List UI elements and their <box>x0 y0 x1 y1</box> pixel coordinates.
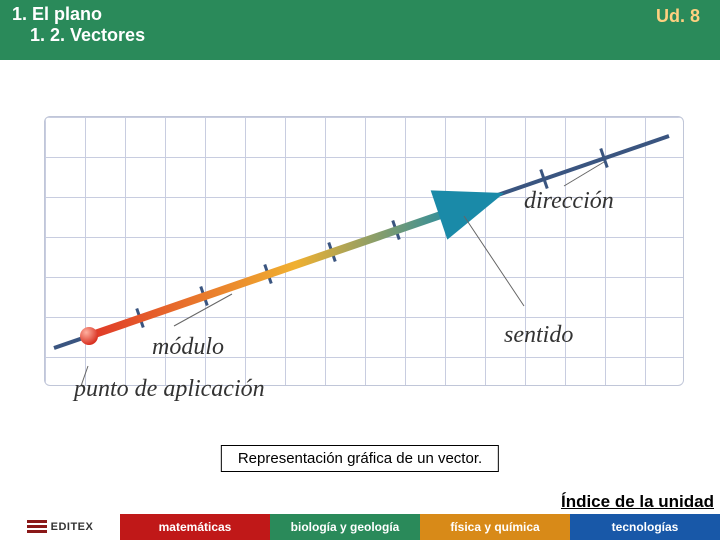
figure-area: dirección módulo sentido punto de aplica… <box>0 60 720 460</box>
label-punto: punto de aplicación <box>74 376 265 403</box>
subject-biologia[interactable]: biología y geología <box>270 514 420 540</box>
section-title: 1. El plano <box>12 4 708 25</box>
origin-point-icon <box>80 327 98 345</box>
label-direccion: dirección <box>524 188 614 215</box>
vector-body <box>89 207 464 336</box>
logo-icon <box>27 518 47 536</box>
label-modulo: módulo <box>152 334 224 361</box>
index-link[interactable]: Índice de la unidad <box>561 492 714 512</box>
vector-diagram <box>44 116 684 386</box>
label-sentido: sentido <box>504 322 573 349</box>
figure-caption: Representación gráfica de un vector. <box>221 445 499 472</box>
footer-nav: EDITEX matemáticas biología y geología f… <box>0 514 720 540</box>
slide-header: 1. El plano 1. 2. Vectores Ud. 8 <box>0 0 720 60</box>
subject-fisica[interactable]: física y química <box>420 514 570 540</box>
subject-matematicas[interactable]: matemáticas <box>120 514 270 540</box>
subsection-title: 1. 2. Vectores <box>30 25 708 46</box>
arrow-head-icon <box>431 190 504 239</box>
logo-text: EDITEX <box>51 521 94 533</box>
unit-label: Ud. 8 <box>656 6 700 27</box>
publisher-logo: EDITEX <box>0 514 120 540</box>
subject-tecnologias[interactable]: tecnologías <box>570 514 720 540</box>
